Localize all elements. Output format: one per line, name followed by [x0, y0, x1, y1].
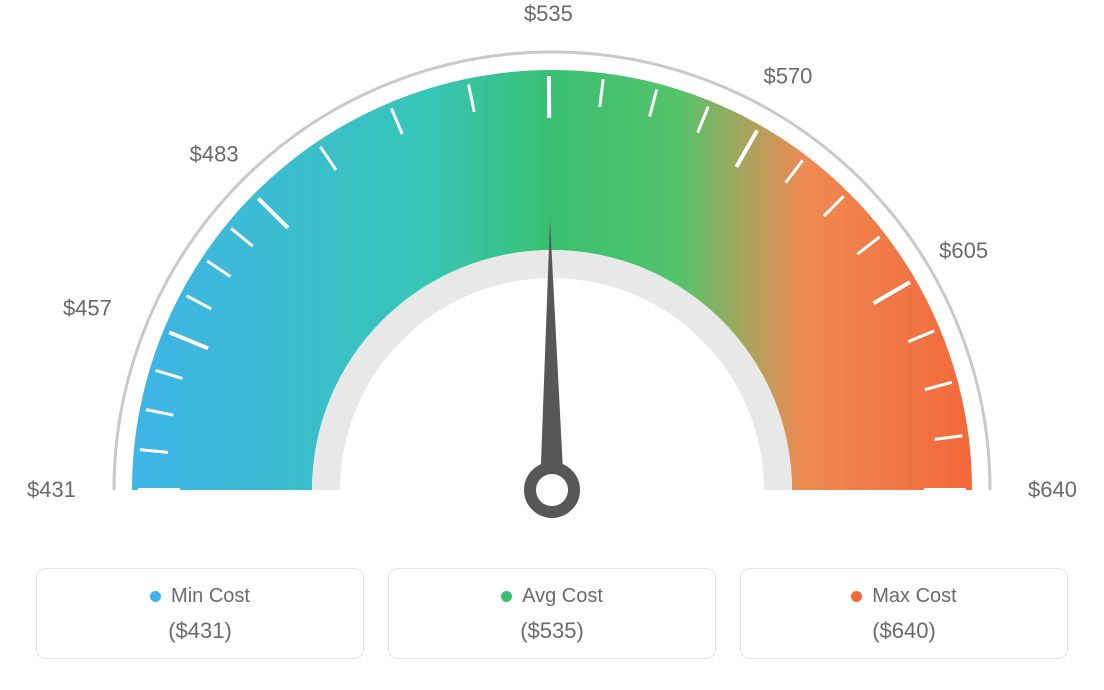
legend-title-avg: Avg Cost	[501, 585, 603, 608]
legend-value-min: ($431)	[47, 618, 353, 644]
gauge-needle-hub	[530, 468, 574, 512]
legend-title-min: Min Cost	[150, 585, 250, 608]
legend-label-avg: Avg Cost	[522, 585, 603, 608]
legend-value-max: ($640)	[751, 618, 1057, 644]
legend-label-max: Max Cost	[872, 585, 956, 608]
legend-dot-max	[851, 591, 862, 602]
cost-gauge: $431 $457 $483 $535 $570 $605 $640	[0, 0, 1104, 560]
gauge-tick-label: $640	[1028, 477, 1077, 502]
legend-dot-avg	[501, 591, 512, 602]
legend-row: Min Cost ($431) Avg Cost ($535) Max Cost…	[0, 560, 1104, 659]
gauge-tick-label: $431	[27, 477, 76, 502]
gauge-tick-label: $457	[63, 296, 112, 321]
legend-card-min: Min Cost ($431)	[36, 568, 364, 659]
legend-card-max: Max Cost ($640)	[740, 568, 1068, 659]
legend-title-max: Max Cost	[851, 585, 956, 608]
legend-card-avg: Avg Cost ($535)	[388, 568, 716, 659]
legend-dot-min	[150, 591, 161, 602]
gauge-tick-label: $570	[763, 64, 812, 89]
gauge-tick-label: $605	[939, 238, 988, 263]
legend-label-min: Min Cost	[171, 585, 250, 608]
legend-value-avg: ($535)	[399, 618, 705, 644]
gauge-tick-label: $483	[190, 142, 239, 167]
gauge-svg: $431 $457 $483 $535 $570 $605 $640	[0, 0, 1104, 560]
gauge-tick-label: $535	[524, 1, 573, 26]
